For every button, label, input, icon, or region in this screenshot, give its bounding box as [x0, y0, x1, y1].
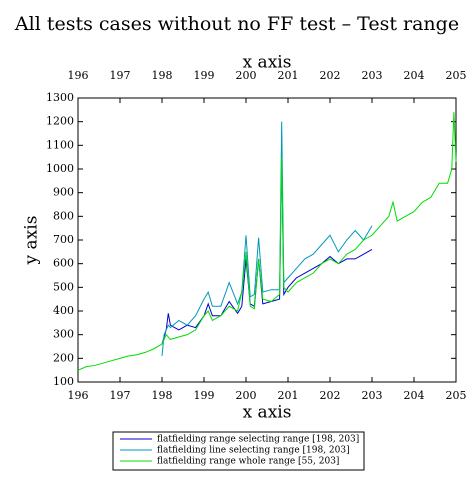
x-tick-label-top: 197 — [110, 69, 131, 82]
y-axis-label: y axis — [22, 216, 42, 266]
x-tick-label: 204 — [404, 389, 425, 402]
x-tick-label-top: 198 — [152, 69, 173, 82]
chart-title: All tests cases without no FF test – Tes… — [14, 13, 459, 35]
x-tick-label: 197 — [110, 389, 131, 402]
y-tick-label: 500 — [53, 280, 74, 293]
x-tick-label: 202 — [320, 389, 341, 402]
series-line — [77, 112, 457, 371]
x-tick-label: 201 — [278, 389, 299, 402]
y-tick-label: 300 — [53, 328, 74, 341]
x-tick-label: 205 — [446, 389, 467, 402]
legend — [112, 431, 365, 471]
y-tick-label: 1000 — [46, 162, 74, 175]
x-tick-label-top: 201 — [278, 69, 299, 82]
y-tick-label: 1100 — [46, 138, 74, 151]
x-tick-label-top: 202 — [320, 69, 341, 82]
y-tick-label: 600 — [53, 257, 74, 270]
plot-frame — [77, 97, 457, 383]
y-tick-label: 900 — [53, 186, 74, 199]
x-tick-label: 199 — [194, 389, 215, 402]
legend-label: flatfielding range selecting range [198,… — [157, 435, 359, 445]
x-tick-label-top: 204 — [404, 69, 425, 82]
legend-label: flatfielding line selecting range [198, … — [157, 446, 350, 456]
x-tick-label: 198 — [152, 389, 173, 402]
x-tick-label-top: 200 — [236, 69, 257, 82]
x-tick-label: 203 — [362, 389, 383, 402]
y-tick-label: 1200 — [46, 115, 74, 128]
x-tick-label-top: 203 — [362, 69, 383, 82]
legend-label: flatfielding range whole range [55, 203] — [157, 457, 339, 467]
x-tick-label: 196 — [68, 389, 89, 402]
x-tick-label-top: 205 — [446, 69, 467, 82]
y-tick-label: 100 — [53, 375, 74, 388]
y-tick-label: 700 — [53, 233, 74, 246]
series-line — [161, 157, 373, 345]
series-line — [161, 121, 373, 357]
y-tick-label: 200 — [53, 351, 74, 364]
x-tick-label: 200 — [236, 389, 257, 402]
x-axis-label: x axis — [243, 403, 292, 423]
x-tick-label-top: 196 — [68, 69, 89, 82]
y-tick-label: 800 — [53, 209, 74, 222]
x-tick-label-top: 199 — [194, 69, 215, 82]
y-tick-label: 1300 — [46, 91, 74, 104]
y-tick-label: 400 — [53, 304, 74, 317]
x-axis-label-top: x axis — [243, 53, 292, 73]
